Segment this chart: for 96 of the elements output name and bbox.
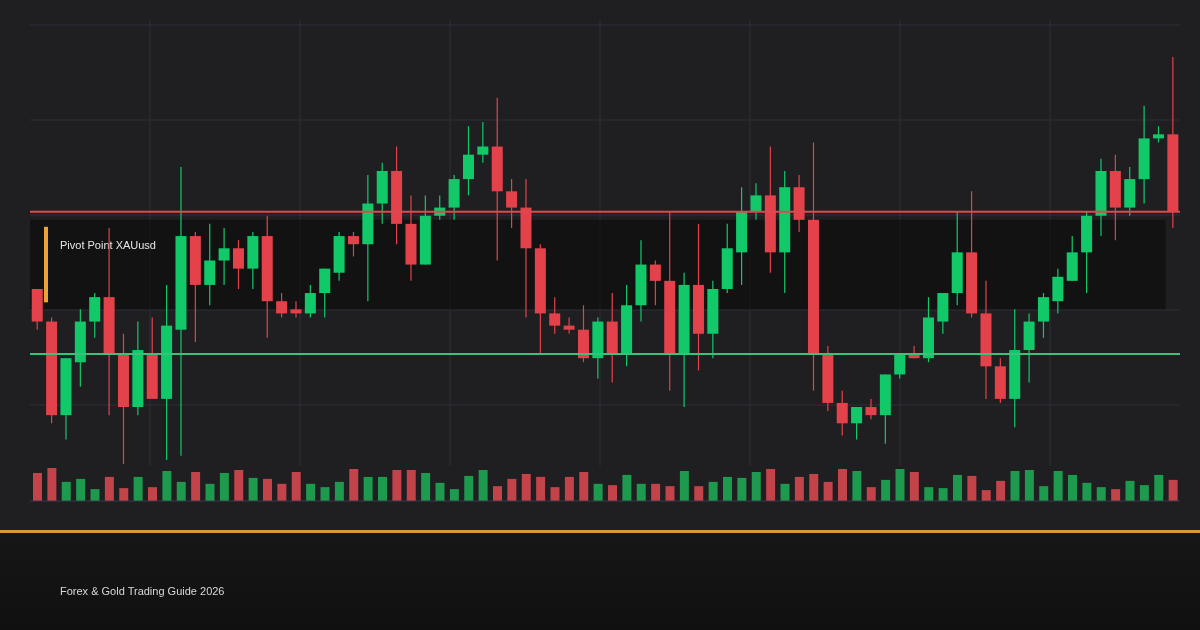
text: Forex & Gold Trading Guide 2026 <box>60 585 225 597</box>
bar <box>593 483 603 501</box>
candlestick <box>750 182 762 221</box>
bar <box>263 478 272 501</box>
bar <box>176 481 186 501</box>
bar <box>435 482 445 501</box>
bar <box>1154 474 1164 501</box>
bar <box>1010 470 1020 501</box>
candlestick <box>851 406 863 441</box>
candlestick <box>894 353 906 380</box>
bar <box>909 471 919 501</box>
bar <box>133 476 143 501</box>
bar <box>536 476 546 501</box>
bar <box>421 472 431 501</box>
bar <box>679 470 689 501</box>
candlestick <box>563 316 575 335</box>
bar <box>694 486 704 501</box>
bar <box>981 490 991 501</box>
bar <box>1139 485 1149 501</box>
bar <box>1024 469 1034 501</box>
bar <box>90 489 100 501</box>
candlestick <box>836 390 848 437</box>
bar <box>47 468 57 501</box>
bar <box>881 479 891 501</box>
bar <box>1125 480 1135 501</box>
bar <box>33 472 42 501</box>
bar <box>349 468 359 501</box>
bar <box>766 468 776 501</box>
bar <box>248 477 258 501</box>
bar <box>76 478 86 501</box>
bar <box>665 486 675 501</box>
bar <box>1168 479 1178 501</box>
bar <box>291 471 301 501</box>
bar <box>148 487 157 501</box>
bar <box>320 487 330 501</box>
bar <box>996 480 1006 501</box>
bar <box>1111 489 1121 501</box>
bar <box>809 473 819 501</box>
bar <box>406 469 416 501</box>
bar <box>306 483 316 501</box>
bar <box>866 487 876 501</box>
bar <box>550 487 560 501</box>
bar <box>838 468 847 501</box>
bar <box>478 469 488 501</box>
candlestick <box>232 239 244 290</box>
bar <box>823 481 833 501</box>
candlestick <box>549 296 561 335</box>
candlestick <box>304 284 316 319</box>
bar <box>464 475 474 501</box>
candlestick <box>218 227 230 286</box>
bar <box>708 481 718 501</box>
bar <box>119 488 129 501</box>
bar <box>651 483 661 501</box>
bar <box>751 471 761 501</box>
bar <box>507 478 517 501</box>
candlestick <box>276 292 288 319</box>
bar <box>392 469 402 501</box>
bar <box>205 483 215 501</box>
bar <box>608 485 617 501</box>
bar <box>104 476 114 501</box>
bar <box>895 468 905 501</box>
bar <box>162 470 172 501</box>
bar <box>449 489 459 501</box>
bar <box>234 469 244 501</box>
bar <box>794 476 804 501</box>
bar <box>924 487 934 501</box>
bar <box>493 486 502 501</box>
bar <box>1082 482 1092 501</box>
bar <box>938 488 948 501</box>
bar <box>636 483 646 501</box>
bar <box>61 481 71 501</box>
bar <box>780 483 790 501</box>
bar <box>852 470 862 501</box>
bar <box>579 471 589 501</box>
bar <box>1039 486 1049 501</box>
bar <box>1053 470 1063 501</box>
bar <box>363 476 373 501</box>
bar <box>277 483 287 501</box>
candlestick <box>865 398 877 420</box>
bar <box>622 474 632 501</box>
bar <box>521 473 531 501</box>
bar <box>564 476 574 501</box>
bar <box>378 476 387 501</box>
bar <box>1068 474 1077 501</box>
candlestick <box>477 121 489 164</box>
bar <box>737 477 747 501</box>
candlestick <box>649 259 661 306</box>
bar <box>1096 487 1106 501</box>
bar <box>191 471 201 501</box>
bar <box>723 476 732 501</box>
bar <box>953 474 962 501</box>
bar <box>334 481 344 501</box>
bar <box>219 472 229 501</box>
bar <box>967 475 977 501</box>
candlestick <box>347 231 359 258</box>
candlestick <box>290 300 302 319</box>
